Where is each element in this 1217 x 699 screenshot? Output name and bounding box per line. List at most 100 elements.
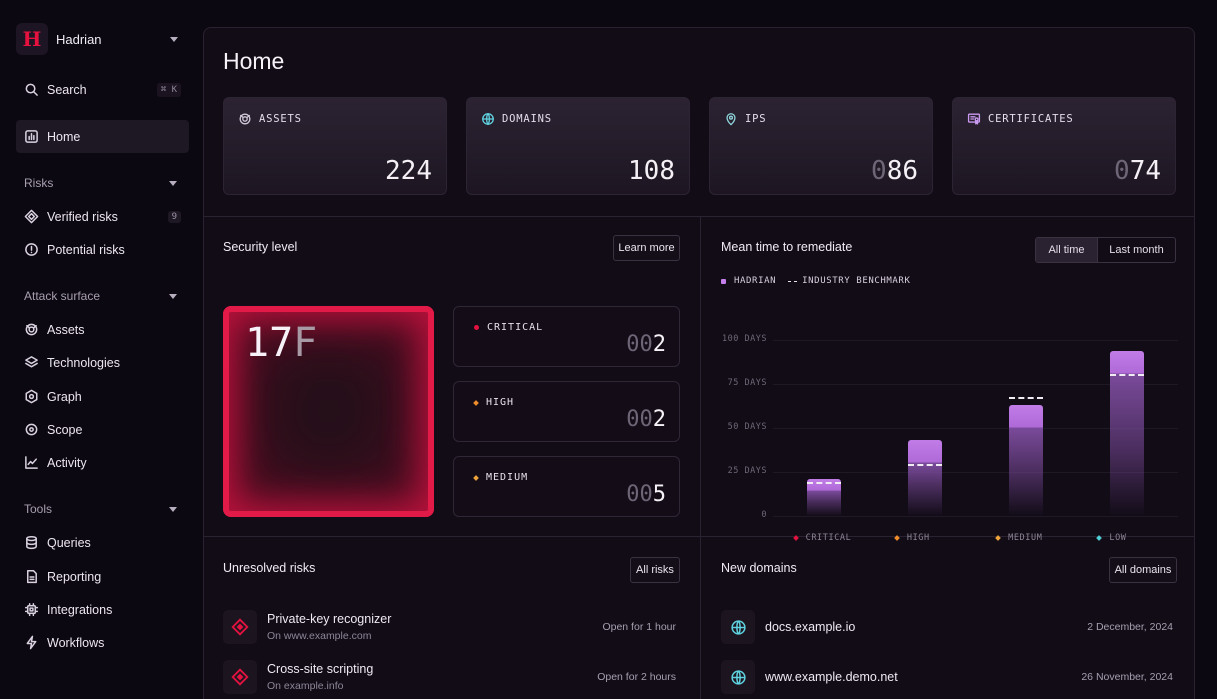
- mttr-chart: 100 DAYS 75 DAYS 50 DAYS 25 DAYS 0 CRITICAL HI…: [701, 300, 1194, 543]
- org-name: Hadrian: [56, 31, 102, 47]
- risk-open-duration: Open for 1 hour: [602, 621, 676, 633]
- sidebar-item-label: Integrations: [47, 602, 113, 617]
- bar-medium[interactable]: [1009, 405, 1044, 516]
- divider: [204, 536, 1194, 537]
- severity-diamond-icon: [1096, 535, 1103, 541]
- x-tick-label: CRITICAL: [792, 533, 852, 543]
- pin-icon: [726, 113, 736, 126]
- bar-critical[interactable]: [806, 479, 841, 516]
- bar-high[interactable]: [907, 440, 942, 516]
- medium-diamond-icon: [473, 474, 479, 481]
- search-shortcut: ⌘ K: [156, 82, 181, 97]
- security-score-card: 17F: [223, 306, 434, 517]
- chevron-down-icon: [169, 506, 177, 512]
- sidebar-item-label: Graph: [47, 389, 82, 404]
- section-risks[interactable]: Risks: [24, 173, 181, 193]
- severity-card-medium[interactable]: MEDIUM 005: [453, 456, 680, 517]
- stat-card-assets[interactable]: ASSETS 224: [223, 97, 447, 195]
- y-tick-label: 25 DAYS: [727, 466, 767, 476]
- stat-label: ASSETS: [259, 113, 302, 125]
- stat-card-ips[interactable]: IPS 086: [709, 97, 933, 195]
- section-label: Tools: [24, 502, 53, 516]
- y-tick-label: 75 DAYS: [727, 378, 767, 388]
- stat-label: IPS: [745, 113, 767, 125]
- severity-diamond-icon: [995, 535, 1001, 541]
- chevron-down-icon: [169, 293, 177, 299]
- y-tick-label: 100 DAYS: [722, 334, 767, 344]
- all-risks-button[interactable]: All risks: [630, 557, 680, 583]
- activity-icon: [24, 455, 39, 470]
- domain-name: www.example.demo.net: [765, 670, 898, 684]
- graph-icon: [24, 389, 39, 404]
- bar-low[interactable]: [1110, 350, 1145, 516]
- unresolved-risks-title: Unresolved risks: [223, 561, 316, 575]
- sidebar-item-scope[interactable]: Scope: [16, 413, 189, 446]
- chevron-down-icon: [169, 180, 177, 186]
- sidebar-item-activity[interactable]: Activity: [16, 446, 189, 479]
- chip-icon: [24, 602, 39, 617]
- severity-card-critical[interactable]: CRITICAL 002: [453, 306, 680, 367]
- domain-date: 26 November, 2024: [1081, 671, 1173, 683]
- sidebar-item-assets[interactable]: Assets: [16, 313, 189, 346]
- all-domains-button[interactable]: All domains: [1109, 557, 1177, 583]
- list-item[interactable]: Private-key recognizer On www.example.co…: [223, 610, 676, 650]
- benchmark-line-critical: [806, 481, 841, 484]
- benchmark-line-medium: [1009, 397, 1044, 400]
- y-tick-label: 50 DAYS: [727, 422, 767, 432]
- benchmark-line-low: [1110, 374, 1145, 377]
- x-tick-text: CRITICAL: [805, 533, 852, 543]
- list-item[interactable]: docs.example.io 2 December, 2024: [721, 610, 1173, 650]
- stat-value: 224: [385, 156, 432, 186]
- sidebar-item-integrations[interactable]: Integrations: [16, 593, 189, 626]
- section-tools[interactable]: Tools: [24, 499, 181, 519]
- sidebar-item-home[interactable]: Home: [16, 120, 189, 153]
- severity-label: CRITICAL: [487, 322, 544, 333]
- severity-label: MEDIUM: [486, 472, 529, 483]
- list-item[interactable]: www.example.demo.net 26 November, 2024: [721, 660, 1173, 699]
- sidebar-item-potential-risks[interactable]: Potential risks: [16, 233, 189, 266]
- sidebar-item-reporting[interactable]: Reporting: [16, 560, 189, 593]
- new-domains-title: New domains: [721, 561, 797, 575]
- sidebar-item-queries[interactable]: Queries: [16, 526, 189, 559]
- sidebar-item-workflows[interactable]: Workflows: [16, 626, 189, 659]
- legend-hadrian: HADRIAN: [734, 276, 777, 286]
- x-tick-label: MEDIUM: [995, 533, 1042, 543]
- hadrian-logo: H: [16, 23, 48, 55]
- sidebar-item-graph[interactable]: Graph: [16, 380, 189, 413]
- risk-icon: [223, 610, 257, 644]
- globe-icon: [721, 610, 755, 644]
- page-title: Home: [223, 48, 285, 74]
- toggle-last-month[interactable]: Last month: [1097, 238, 1175, 262]
- chevron-down-icon: [170, 36, 178, 42]
- risk-icon: [223, 660, 257, 694]
- section-attack-surface[interactable]: Attack surface: [24, 286, 181, 306]
- sidebar-item-technologies[interactable]: Technologies: [16, 346, 189, 379]
- sidebar-item-label: Assets: [47, 322, 85, 337]
- verified-risks-count: 9: [167, 210, 181, 223]
- divider: [204, 216, 1194, 217]
- stat-card-certificates[interactable]: CERTIFICATES 074: [952, 97, 1176, 195]
- legend-benchmark: INDUSTRY BENCHMARK: [802, 276, 911, 286]
- org-switcher[interactable]: H Hadrian: [16, 22, 188, 56]
- grid-line: [773, 340, 1178, 341]
- sidebar-item-verified-risks[interactable]: Verified risks 9: [16, 200, 189, 233]
- stat-value: 074: [1114, 156, 1161, 186]
- time-range-toggle: All time Last month: [1035, 237, 1176, 263]
- sidebar-item-label: Activity: [47, 455, 87, 470]
- severity-count: 002: [626, 332, 666, 357]
- diamond-icon: [24, 209, 39, 224]
- toggle-all-time[interactable]: All time: [1036, 238, 1097, 262]
- learn-more-button[interactable]: Learn more: [613, 235, 680, 261]
- risk-subtitle: On example.info: [267, 680, 344, 692]
- section-label: Risks: [24, 176, 54, 190]
- search-label: Search: [47, 82, 87, 97]
- list-item[interactable]: Cross-site scripting On example.info Ope…: [223, 660, 676, 699]
- security-level-title: Security level: [223, 240, 298, 254]
- sidebar-item-label: Queries: [47, 535, 91, 550]
- globe-icon: [721, 660, 755, 694]
- risk-subtitle: On www.example.com: [267, 630, 372, 642]
- severity-diamond-icon: [894, 535, 900, 541]
- search-button[interactable]: Search ⌘ K: [16, 73, 189, 106]
- stat-card-domains[interactable]: DOMAINS 108: [466, 97, 690, 195]
- severity-card-high[interactable]: HIGH 002: [453, 381, 680, 442]
